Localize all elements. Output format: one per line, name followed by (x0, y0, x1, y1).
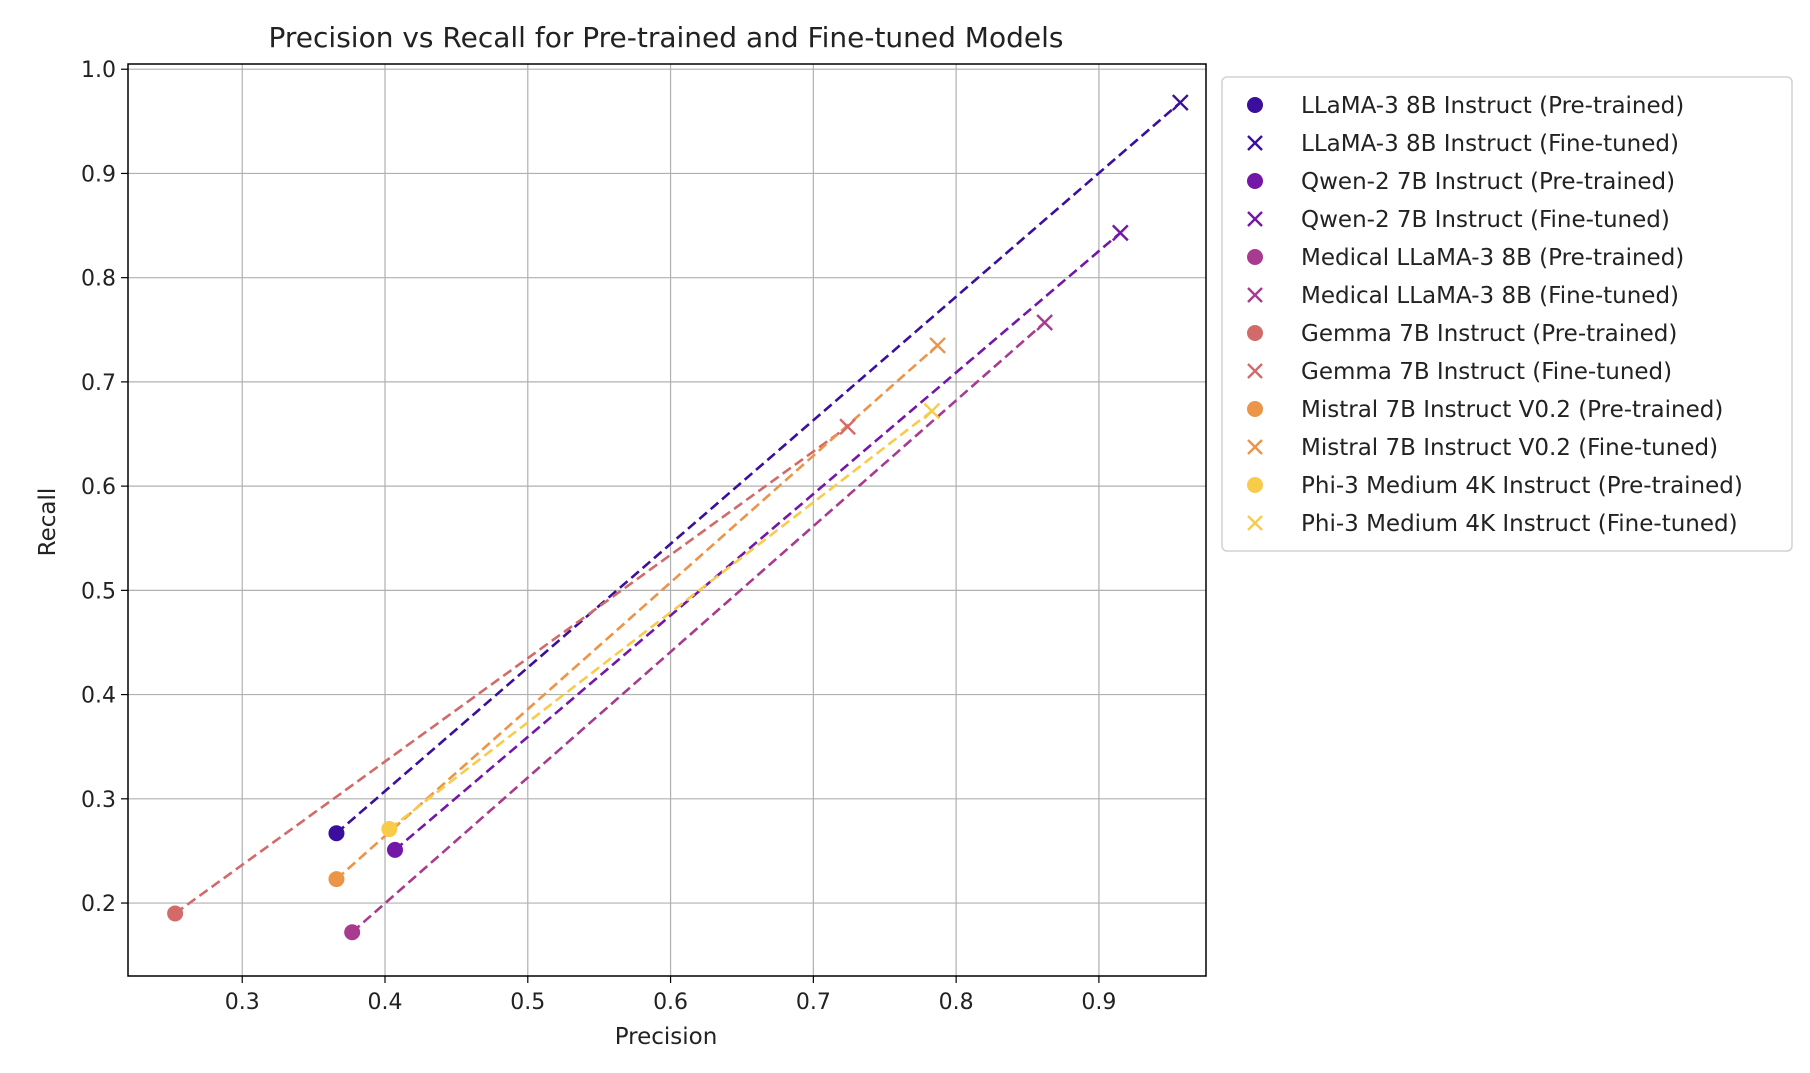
cross-stroke (1111, 224, 1129, 242)
x-tick-label: 0.3 (225, 990, 260, 1015)
legend-label: LLaMA-3 8B Instruct (Pre-trained) (1301, 93, 1684, 119)
legend-label: Phi-3 Medium 4K Instruct (Pre-trained) (1301, 473, 1743, 499)
x-tick-label: 0.6 (653, 990, 688, 1015)
fine-tuned-point (1247, 363, 1263, 379)
legend-label: Gemma 7B Instruct (Fine-tuned) (1301, 359, 1672, 385)
cross-stroke (1247, 211, 1263, 227)
connector-line (174, 425, 849, 915)
cross-stroke (839, 418, 856, 436)
connector-line (335, 101, 1182, 835)
connector-line (351, 321, 1046, 934)
cross-stroke (1247, 439, 1263, 455)
legend-label: Mistral 7B Instruct V0.2 (Fine-tuned) (1301, 435, 1718, 461)
fine-tuned-point (1036, 314, 1054, 331)
pre-trained-point (328, 825, 345, 842)
cross-stroke (923, 402, 941, 420)
x-axis-label: Precision (615, 1024, 718, 1050)
legend-label: Qwen-2 7B Instruct (Pre-trained) (1301, 169, 1675, 195)
x-tick-label: 0.9 (1081, 990, 1116, 1015)
legend-label: Phi-3 Medium 4K Instruct (Fine-tuned) (1301, 511, 1738, 537)
connector-line (335, 344, 939, 881)
fine-tuned-point (839, 418, 856, 436)
cross-stroke (1247, 515, 1263, 531)
x-tick-label: 0.5 (510, 990, 545, 1015)
x-tick-label: 0.8 (939, 990, 974, 1015)
axis-ticks: 0.3 0.4 0.5 0.6 0.7 0.8 0.9 0.2 0.3 0.4 0.5 0.6 0.7 0… (81, 58, 1116, 1015)
grid-lines (128, 64, 1206, 976)
pre-trained-point (344, 924, 361, 941)
pre-trained-point (328, 871, 345, 888)
y-tick-label: 0.8 (81, 267, 116, 292)
legend-marker-pre-trained (1247, 477, 1263, 493)
plot-area-frame (127, 63, 1207, 977)
fine-tuned-point (1247, 211, 1263, 227)
fine-tuned-point (1247, 515, 1263, 531)
fine-tuned-point (923, 402, 941, 420)
y-tick-label: 0.6 (81, 475, 116, 500)
cross-stroke (1247, 135, 1263, 151)
legend-marker-pre-trained (1247, 401, 1263, 417)
legend-marker-pre-trained (1247, 325, 1263, 341)
x-tick-label: 0.4 (368, 990, 403, 1015)
connector-line (388, 410, 933, 831)
fine-tuned-point (1247, 287, 1263, 303)
y-tick-label: 0.7 (81, 371, 116, 396)
fine-tuned-point (1247, 135, 1263, 151)
legend-box (1221, 76, 1793, 552)
legend-marker-pre-trained (1247, 97, 1263, 113)
y-tick-label: 1.0 (81, 58, 116, 83)
y-tick-label: 0.9 (81, 162, 116, 187)
fine-tuned-point (1247, 439, 1263, 455)
pre-trained-point (167, 905, 184, 922)
legend-label: Medical LLaMA-3 8B (Pre-trained) (1301, 245, 1684, 271)
connector-line (394, 231, 1122, 851)
legend-marker-pre-trained (1247, 249, 1263, 265)
legend-label: Mistral 7B Instruct V0.2 (Pre-trained) (1301, 397, 1723, 423)
fine-tuned-point (1111, 224, 1129, 242)
legend-marker-pre-trained (1247, 173, 1263, 189)
y-tick-label: 0.2 (81, 892, 116, 917)
y-tick-label: 0.3 (81, 788, 116, 813)
y-axis-label: Recall (35, 488, 61, 557)
pre-trained-point (387, 841, 404, 858)
x-tick-label: 0.7 (796, 990, 831, 1015)
legend-label: LLaMA-3 8B Instruct (Fine-tuned) (1301, 131, 1679, 157)
legend-label: Medical LLaMA-3 8B (Fine-tuned) (1301, 283, 1679, 309)
legend-label: Gemma 7B Instruct (Pre-trained) (1301, 321, 1677, 347)
cross-stroke (929, 337, 946, 354)
legend: LLaMA-3 8B Instruct (Pre-trained) LLaMA-3… (1221, 76, 1793, 552)
y-tick-label: 0.4 (81, 684, 116, 709)
cross-stroke (1171, 94, 1189, 111)
cross-stroke (1036, 314, 1054, 331)
series-layer (167, 94, 1189, 941)
cross-stroke (1247, 287, 1263, 303)
chart-title: Precision vs Recall for Pre-trained and … (269, 21, 1064, 54)
y-tick-label: 0.5 (81, 579, 116, 604)
fine-tuned-point (929, 337, 946, 354)
pre-trained-point (381, 821, 398, 838)
legend-label: Qwen-2 7B Instruct (Fine-tuned) (1301, 207, 1670, 233)
fine-tuned-point (1171, 94, 1189, 111)
cross-stroke (1247, 363, 1263, 379)
